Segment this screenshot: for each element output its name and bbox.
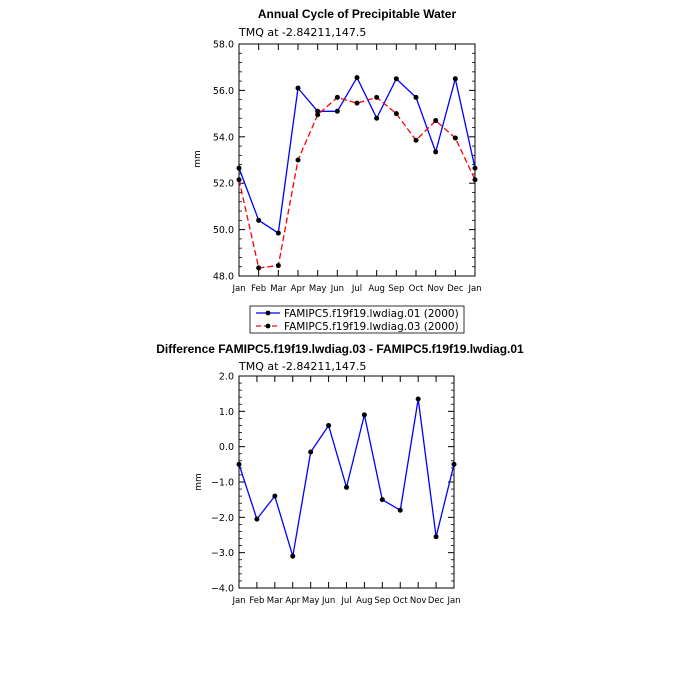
chart1-series-0-point <box>295 85 301 91</box>
chart1-ytick-label: 58.0 <box>213 40 234 51</box>
chart1-series-1-point <box>295 157 301 163</box>
chart2-series-0-point <box>344 484 349 490</box>
chart2-series-0-point <box>433 534 439 540</box>
chart2-series-0-point <box>236 461 242 467</box>
chart1-xtick-label: Oct <box>409 284 424 294</box>
chart2-series-0-point <box>290 553 296 559</box>
chart1-ylabel: mm <box>193 150 203 168</box>
chart1-xtick-label: Sep <box>388 284 404 294</box>
chart1-ytick-label: 48.0 <box>213 272 234 283</box>
chart1-title: Annual Cycle of Precipitable Water <box>258 7 457 21</box>
chart2-ytick-label: 0.0 <box>219 442 234 453</box>
chart1-series-0-point <box>393 76 399 82</box>
chart1-xtick-label: Jan <box>467 284 481 294</box>
chart2-xtick-label: Nov <box>410 596 427 606</box>
chart1-xtick-label: Jul <box>351 284 362 294</box>
chart1-series-0-point <box>275 230 281 236</box>
chart1-series-1-point <box>374 94 380 100</box>
chart2-ytick-label: −1.0 <box>211 478 234 489</box>
chart2-series-0-point <box>379 497 385 503</box>
chart1-series-0-point <box>452 76 458 82</box>
chart2-xtick-label: Jan <box>446 596 460 606</box>
chart2-xtick-label: Mar <box>267 596 284 606</box>
chart1-series-0-point <box>315 108 321 114</box>
chart2-series-0-point <box>361 412 367 418</box>
chart2-series-line-0 <box>238 398 455 557</box>
chart1-series-1-point <box>354 100 360 106</box>
chart1-xtick-label: Dec <box>447 284 464 294</box>
chart1-xtick-label: Jan <box>231 284 245 294</box>
legend-entry-lwdiag03: FAMIPC5.f19f19.lwdiag.03 (2000) <box>284 321 459 333</box>
chart1-xtick-label: Nov <box>427 284 444 294</box>
annual-cycle-chart: Annual Cycle of Precipitable Water TMQ a… <box>193 7 482 334</box>
chart2-xtick-label: Dec <box>428 596 445 606</box>
chart2-xtick-label: Sep <box>374 596 390 606</box>
chart1-series-0-point <box>334 108 340 114</box>
chart1-series-0-point <box>433 149 439 155</box>
chart2-ytick-label: −3.0 <box>211 548 234 559</box>
chart2-title: Difference FAMIPC5.f19f19.lwdiag.03 - FA… <box>156 342 524 356</box>
chart1-series-1-point <box>472 177 478 183</box>
chart1-series-1-point <box>452 135 458 141</box>
chart1-series-1-point <box>334 94 340 100</box>
chart2-xtick-label: Jun <box>321 596 335 606</box>
chart2-xtick-label: Aug <box>356 596 373 606</box>
chart1-xtick-label: Apr <box>291 284 306 294</box>
chart1-ytick-label: 56.0 <box>213 86 234 97</box>
chart2-xtick-label: Jan <box>231 596 245 606</box>
chart1-series-0-point <box>472 165 478 171</box>
chart2-series-0-point <box>254 516 260 522</box>
chart1-ytick-label: 52.0 <box>213 179 234 190</box>
chart1-series-0-point <box>413 94 419 100</box>
chart1-series-0-point <box>354 75 360 81</box>
chart2-ytick-label: 1.0 <box>219 407 234 418</box>
chart2-series-0-point <box>272 493 278 499</box>
chart2-series-0-point <box>308 449 314 455</box>
chart1-series-0-point <box>374 115 380 121</box>
chart2-xtick-label: Oct <box>393 596 408 606</box>
chart1-xtick-label: Jun <box>330 284 344 294</box>
chart1-series-0-point <box>256 217 262 223</box>
difference-chart: Difference FAMIPC5.f19f19.lwdiag.03 - FA… <box>156 342 524 606</box>
chart2-xtick-label: Apr <box>285 596 300 606</box>
chart1-series-0-point <box>236 165 242 171</box>
chart1-series-1-point <box>236 177 242 183</box>
chart2-series-0-point <box>397 507 403 513</box>
chart2-ytick-label: −2.0 <box>211 513 234 524</box>
chart1-ytick-label: 54.0 <box>213 132 234 143</box>
chart2-xtick-label: May <box>302 596 320 606</box>
chart2-xtick-label: Feb <box>249 596 264 606</box>
chart1-legend: FAMIPC5.f19f19.lwdiag.01 (2000) FAMIPC5.… <box>249 305 465 334</box>
chart2-xtick-label: Jul <box>340 596 351 606</box>
chart1-series-line-1 <box>238 96 476 269</box>
chart1-series-1-point <box>256 265 262 271</box>
chart1-ytick-label: 50.0 <box>213 225 234 236</box>
chart2-ytick-label: 2.0 <box>219 372 234 383</box>
chart1-xtick-label: Aug <box>368 284 385 294</box>
chart1-xtick-label: Feb <box>251 284 266 294</box>
chart1-series-1-point <box>275 263 281 269</box>
chart2-series-0-point <box>415 396 421 402</box>
chart1-series-1-point <box>315 112 321 118</box>
chart2-ylabel: mm <box>194 473 204 491</box>
chart1-subtitle: TMQ at -2.84211,147.5 <box>238 26 366 39</box>
legend-entry-lwdiag01: FAMIPC5.f19f19.lwdiag.01 (2000) <box>284 308 459 320</box>
chart2-ytick-label: −4.0 <box>211 584 234 595</box>
chart2-series-0-point <box>451 461 457 467</box>
chart2-plot-frame <box>238 375 455 589</box>
chart1-series-1-point <box>393 111 399 117</box>
chart1-xtick-label: Mar <box>270 284 287 294</box>
chart2-subtitle: TMQ at -2.84211,147.5 <box>238 360 366 373</box>
chart2-series-0-point <box>326 422 332 428</box>
chart1-series-1-point <box>413 137 419 143</box>
chart1-series-1-point <box>433 118 439 124</box>
chart1-xtick-label: May <box>309 284 327 294</box>
